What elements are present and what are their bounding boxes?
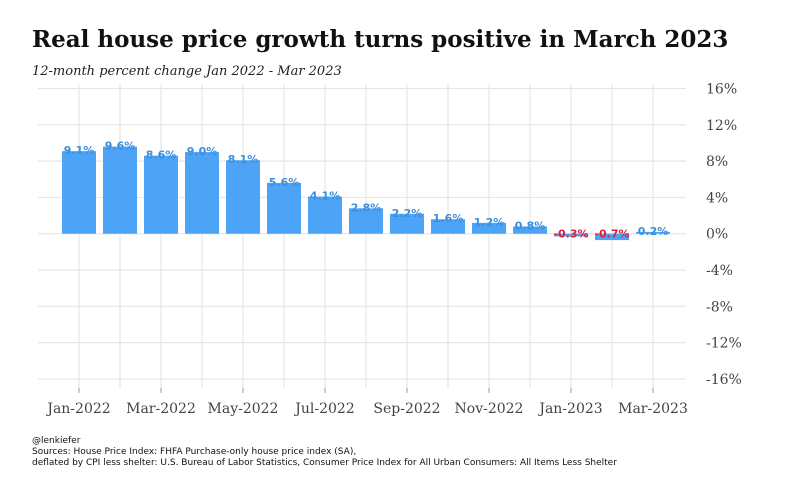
data-label: 5.6% bbox=[269, 176, 300, 189]
data-label: 8.1% bbox=[228, 153, 259, 166]
x-tick-label: Mar-2023 bbox=[618, 401, 688, 417]
x-axis-ticks: Jan-2022 Mar-2022 May-2022 Jul-2022 Sep-2022… bbox=[45, 388, 688, 417]
x-tick-label: Nov-2022 bbox=[455, 401, 524, 417]
bar-dec-2022 bbox=[513, 226, 547, 234]
y-tick-label: 16% bbox=[706, 82, 737, 98]
bar-sep-2022 bbox=[390, 213, 424, 234]
chart-title: Real house price growth turns positive i… bbox=[32, 26, 729, 53]
bar-jan-2023 bbox=[554, 233, 588, 237]
data-label: 9.6% bbox=[105, 140, 136, 153]
chart-subtitle: 12-month percent change Jan 2022 - Mar 2… bbox=[32, 64, 342, 79]
data-label: 4.1% bbox=[310, 190, 341, 203]
data-label: 1.6% bbox=[433, 212, 464, 225]
bar-aug-2022 bbox=[349, 208, 383, 234]
bar-jul-2022 bbox=[308, 196, 342, 234]
bar-oct-2022 bbox=[431, 219, 465, 234]
y-tick-label: 8% bbox=[706, 154, 728, 170]
x-tick-label: Jan-2022 bbox=[45, 401, 110, 417]
y-tick-label: -4% bbox=[706, 263, 733, 279]
bar-feb-2023 bbox=[595, 233, 629, 241]
bar-apr-2022 bbox=[185, 152, 219, 234]
y-tick-label: -8% bbox=[706, 299, 733, 315]
caption-author: @lenkiefer bbox=[32, 436, 81, 446]
data-label: -0.7% bbox=[594, 228, 629, 241]
caption-sources-line-1: Sources: House Price Index: FHFA Purchas… bbox=[32, 447, 357, 457]
x-tick-label: Jul-2022 bbox=[293, 401, 354, 417]
data-label: 8.6% bbox=[146, 149, 177, 162]
data-label: 0.2% bbox=[638, 225, 669, 238]
bar-jan-2022 bbox=[62, 151, 96, 234]
y-tick-label: -12% bbox=[706, 336, 742, 352]
bar-mar-2023 bbox=[636, 231, 670, 234]
bars bbox=[62, 146, 670, 241]
data-label: 1.2% bbox=[474, 216, 505, 229]
bar-mar-2022 bbox=[144, 155, 178, 234]
bar-nov-2022 bbox=[472, 222, 506, 234]
data-label: 9.1% bbox=[64, 144, 95, 157]
data-labels: 9.1% 9.6% 8.6% 9.0% 8.1% 5.6% 4.1% 2.8% 2.2% 1.6%… bbox=[64, 140, 669, 241]
y-tick-label: 4% bbox=[706, 190, 728, 206]
y-tick-label: 0% bbox=[706, 227, 728, 243]
grid-lines bbox=[38, 84, 686, 388]
bar-jun-2022 bbox=[267, 182, 301, 234]
bar-may-2022 bbox=[226, 160, 260, 234]
x-tick-label: May-2022 bbox=[208, 401, 279, 417]
data-label: 2.8% bbox=[351, 201, 382, 214]
data-label: -0.3% bbox=[553, 228, 588, 241]
x-tick-label: Sep-2022 bbox=[373, 401, 440, 417]
data-label: 0.8% bbox=[515, 219, 546, 232]
x-tick-label: Jan-2023 bbox=[537, 401, 602, 417]
y-tick-label: -16% bbox=[706, 372, 742, 388]
y-axis-ticks: 16% 12% 8% 4% 0% -4% -8% -12% -16% bbox=[706, 82, 742, 388]
y-tick-label: 12% bbox=[706, 118, 737, 134]
chart-caption: @lenkiefer Sources: House Price Index: F… bbox=[32, 436, 617, 469]
x-tick-label: Mar-2022 bbox=[126, 401, 196, 417]
caption-sources-line-2: deflated by CPI less shelter: U.S. Burea… bbox=[32, 458, 617, 468]
data-label: 9.0% bbox=[187, 145, 218, 158]
bar-feb-2022 bbox=[103, 146, 137, 234]
data-label: 2.2% bbox=[392, 207, 423, 220]
